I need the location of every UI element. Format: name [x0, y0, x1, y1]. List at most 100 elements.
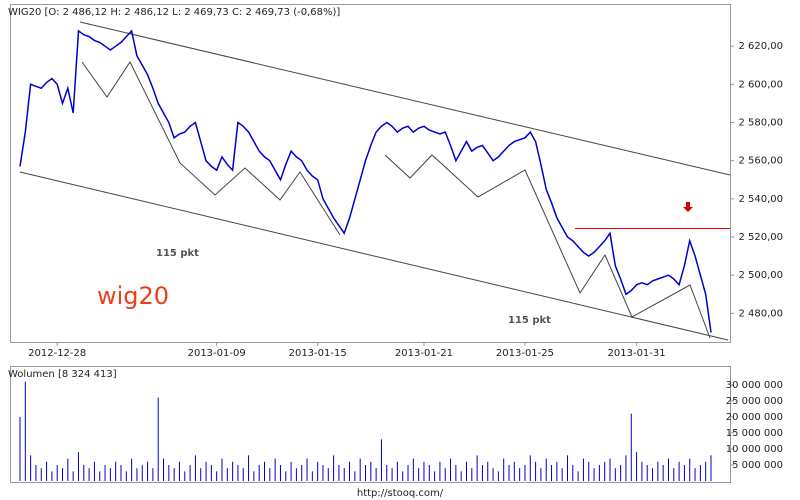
volume-bar — [529, 455, 531, 481]
volume-bar — [306, 458, 308, 481]
y-tick-label: 2 500,00 — [738, 270, 783, 281]
volume-bar — [535, 461, 537, 481]
volume-bar — [173, 468, 175, 481]
volume-bar — [232, 461, 234, 481]
volume-bar — [115, 461, 117, 481]
volume-bar — [226, 468, 228, 481]
volume-bar — [322, 464, 324, 481]
volume-bar — [189, 464, 191, 481]
volume-bar — [370, 461, 372, 481]
channel-lower — [19, 171, 729, 341]
volume-bar — [354, 471, 356, 481]
volume-bar — [317, 461, 319, 481]
volume-bar — [178, 461, 180, 481]
chart-title: WIG20 [O: 2 486,12 H: 2 486,12 L: 2 469,… — [8, 7, 340, 18]
volume-bar — [67, 458, 69, 481]
y-tick-label: 2 600,00 — [738, 79, 783, 90]
volume-bar — [428, 464, 430, 481]
volume-bar — [450, 458, 452, 481]
volume-bar — [513, 461, 515, 481]
volume-bar — [471, 468, 473, 481]
volume-bar — [131, 458, 133, 481]
volume-bar — [465, 461, 467, 481]
volume-bar — [83, 464, 85, 481]
volume-bar — [258, 464, 260, 481]
price-frame — [10, 4, 731, 343]
volume-bar — [56, 464, 58, 481]
x-tick-label: 2013-01-31 — [608, 348, 666, 359]
volume-bar — [604, 461, 606, 481]
volume-bar — [248, 455, 250, 481]
volume-bar — [402, 471, 404, 481]
x-tick-label: 2013-01-25 — [496, 348, 554, 359]
x-tick-label: 2013-01-15 — [289, 348, 347, 359]
volume-bar — [412, 458, 414, 481]
volume-bar — [184, 471, 186, 481]
y-tick-label: 2 620,00 — [738, 41, 783, 52]
x-tick-label: 2012-12-28 — [28, 348, 86, 359]
volume-bar — [609, 458, 611, 481]
volume-bar — [577, 471, 579, 481]
volume-bar — [264, 461, 266, 481]
volume-bar — [572, 464, 574, 481]
volume-bar — [683, 464, 685, 481]
volume-bar — [673, 468, 675, 481]
volume-bar — [194, 455, 196, 481]
zigzag — [384, 154, 711, 339]
volume-bar — [694, 468, 696, 481]
volume-bar — [237, 464, 239, 481]
volume-bar — [295, 468, 297, 481]
volume-bar — [274, 458, 276, 481]
volume-bar — [35, 464, 37, 481]
volume-bar — [460, 471, 462, 481]
volume-bar — [46, 461, 48, 481]
volume-bar — [311, 471, 313, 481]
volume-bar — [88, 468, 90, 481]
volume-bar — [540, 468, 542, 481]
x-tick-label: 2013-01-21 — [395, 348, 453, 359]
volume-bar — [662, 464, 664, 481]
volume-bar — [375, 468, 377, 481]
x-tick-label: 2013-01-09 — [188, 348, 246, 359]
volume-bar — [545, 458, 547, 481]
volume-bar — [652, 468, 654, 481]
volume-bar — [333, 455, 335, 481]
volume-bar — [51, 471, 53, 481]
zigzag — [81, 60, 341, 236]
volume-bar — [301, 464, 303, 481]
y-tick-label: 5 000 000 — [732, 460, 783, 471]
y-tick-label: 15 000 000 — [726, 428, 783, 439]
volume-bar — [290, 461, 292, 481]
volume-bar — [365, 464, 366, 481]
volume-bar — [343, 468, 345, 481]
volume-bar — [152, 468, 154, 481]
volume-bar — [279, 464, 281, 481]
volume-bar — [99, 471, 101, 481]
y-tick-label: 30 000 000 — [726, 380, 783, 391]
volume-bar — [566, 455, 568, 481]
volume-bar — [205, 461, 207, 481]
volume-bar — [418, 468, 420, 481]
volume-bar — [359, 458, 361, 481]
volume-bar — [699, 464, 701, 481]
volume-bar — [598, 464, 600, 481]
volume-bar — [508, 464, 510, 481]
volume-bar — [476, 455, 478, 481]
volume-bar — [30, 455, 32, 481]
volume-bar — [593, 468, 595, 481]
volume-bar — [492, 468, 494, 481]
volume-bar — [109, 468, 111, 481]
volume-bar — [72, 471, 74, 481]
volume-bar — [216, 471, 218, 481]
volume-bar — [556, 461, 558, 481]
volume-bar — [630, 413, 632, 481]
arrow — [683, 202, 693, 212]
volume-frame — [10, 366, 731, 483]
volume-bar — [253, 471, 255, 481]
volume-bar — [551, 464, 553, 481]
annotation: wig20 — [97, 282, 169, 310]
volume-bar — [338, 464, 340, 481]
volume-bar — [636, 452, 638, 481]
y-tick-label: 2 580,00 — [738, 118, 783, 129]
